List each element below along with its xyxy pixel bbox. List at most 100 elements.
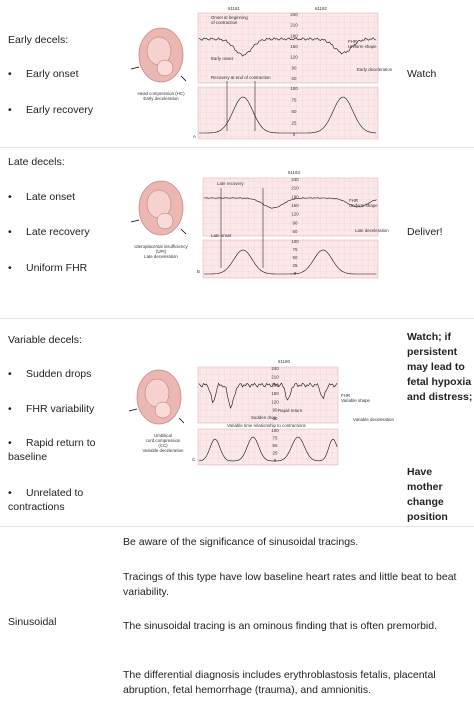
figure-label: Variable time relationship to contractio… bbox=[227, 423, 307, 428]
scale-label: 25 bbox=[292, 121, 297, 126]
figure-label: Late deceleration bbox=[355, 228, 389, 233]
bullet: Early recovery bbox=[8, 103, 113, 117]
figure-label: FHR bbox=[348, 39, 357, 44]
scale-label: 0 bbox=[274, 458, 277, 463]
scale-label: 100 bbox=[271, 428, 279, 433]
bullet: Uniform FHR bbox=[8, 261, 113, 275]
figure-label: Late onset bbox=[211, 233, 232, 238]
action: Watch bbox=[407, 68, 437, 80]
figure-label: A bbox=[193, 134, 196, 139]
figure: Uteroplacental insufficiency(UPI)Late de… bbox=[130, 170, 389, 279]
strip bbox=[197, 86, 379, 140]
scale-label: 25 bbox=[293, 263, 298, 268]
figure-label: 61182 bbox=[315, 6, 327, 11]
scale-label: 60 bbox=[273, 416, 278, 421]
scale-label: 60 bbox=[292, 76, 297, 81]
scale-label: 90 bbox=[273, 408, 278, 413]
figure-label: B bbox=[197, 269, 200, 274]
figure-label: Early deceleration bbox=[143, 96, 179, 101]
scale-label: 150 bbox=[271, 391, 279, 396]
action: Watch; if persistent may lead to fetal h… bbox=[407, 331, 473, 403]
tracing bbox=[204, 249, 377, 275]
fetus-head bbox=[154, 401, 172, 419]
paragraph: The differential diagnosis includes eryt… bbox=[123, 669, 436, 696]
row-label: Early decels: bbox=[8, 34, 69, 46]
figure-label: Variable shape bbox=[341, 398, 371, 403]
action: Deliver! bbox=[407, 226, 443, 238]
figure-label: Head compression (HC) bbox=[137, 91, 185, 96]
figure-label: (CC) bbox=[158, 443, 168, 448]
row-separator bbox=[0, 318, 474, 319]
figure-label: 61183 bbox=[288, 170, 300, 175]
figure-label: 61180 bbox=[278, 359, 290, 364]
scale-label: 100 bbox=[291, 239, 299, 244]
scale-label: 90 bbox=[293, 220, 298, 225]
scale-label: 150 bbox=[291, 203, 299, 208]
scale-label: 210 bbox=[290, 23, 298, 28]
scale-label: 150 bbox=[290, 44, 298, 49]
paragraph: Tracings of this type have low baseline … bbox=[123, 571, 457, 598]
scale-label: 60 bbox=[293, 229, 298, 234]
figure: Head compression (HC)Early deceleration2… bbox=[130, 6, 393, 140]
figure-label: Uteroplacental insufficiency bbox=[134, 244, 188, 249]
figure-label: Late recovery bbox=[217, 181, 244, 186]
scale-label: 75 bbox=[273, 436, 278, 441]
figure-label: Umbilical bbox=[154, 433, 172, 438]
figure-label: (UPI) bbox=[156, 249, 167, 254]
figure-label: Uniform shape bbox=[348, 44, 377, 49]
row-label: Sinusoidal bbox=[8, 616, 57, 628]
row-separator bbox=[0, 147, 474, 148]
row-separator bbox=[0, 526, 474, 527]
figure-label: FHR bbox=[349, 198, 358, 203]
scale-label: 100 bbox=[290, 86, 298, 91]
tracing bbox=[198, 436, 338, 462]
figure-label: Sudden drop bbox=[251, 415, 277, 420]
bullet: Rapid return to baseline bbox=[8, 436, 108, 464]
strip bbox=[202, 239, 379, 279]
bullet: Sudden drops bbox=[8, 367, 113, 381]
tracing bbox=[198, 37, 377, 57]
arrow bbox=[130, 219, 140, 223]
scale-label: 210 bbox=[291, 186, 299, 191]
strip bbox=[202, 177, 379, 237]
scale-label: 180 bbox=[291, 194, 299, 199]
scale-label: 120 bbox=[271, 399, 279, 404]
scale-label: 240 bbox=[271, 366, 279, 371]
figure-label: Variable deceleration bbox=[353, 417, 394, 422]
figure-label: Variable deceleration bbox=[143, 448, 184, 453]
scale-label: 75 bbox=[292, 98, 297, 103]
figure-label: FHR bbox=[341, 393, 350, 398]
scale-label: 210 bbox=[271, 374, 279, 379]
scale-label: 180 bbox=[290, 33, 298, 38]
arrow bbox=[180, 228, 187, 235]
figure-label: Early deceleration bbox=[357, 67, 393, 72]
figure-label: Uniform shape bbox=[349, 203, 378, 208]
scale-label: 120 bbox=[291, 212, 299, 217]
strip bbox=[197, 428, 339, 466]
bullet: Early onset bbox=[8, 67, 113, 81]
fetus-head bbox=[156, 59, 174, 77]
arrow bbox=[178, 417, 185, 424]
figure-label: Late deceleration bbox=[144, 254, 178, 259]
figure-label: 61181 bbox=[228, 6, 240, 11]
paragraph: Be aware of the significance of sinusoid… bbox=[123, 536, 359, 548]
row-label: Variable decels: bbox=[8, 334, 82, 346]
figure-label: Onset at beginning bbox=[211, 15, 248, 20]
figure-label: Early onset bbox=[211, 56, 234, 61]
figure-label: of contraction bbox=[211, 20, 238, 25]
scale-label: 240 bbox=[291, 177, 299, 182]
tracing bbox=[198, 382, 338, 409]
scale-label: 75 bbox=[293, 247, 298, 252]
bullet: Unrelated to contractions bbox=[8, 486, 108, 514]
figure-label: Recovery at end of contraction bbox=[211, 75, 271, 80]
bullet: Late recovery bbox=[8, 225, 113, 239]
action: Have mother change position bbox=[407, 466, 448, 523]
tracing bbox=[199, 96, 377, 134]
row-label: Late decels: bbox=[8, 156, 65, 168]
scale-label: 50 bbox=[293, 255, 298, 260]
scale-label: 25 bbox=[273, 451, 278, 456]
scale-label: 50 bbox=[292, 109, 297, 114]
arrow bbox=[180, 75, 187, 82]
scale-label: 90 bbox=[292, 65, 297, 70]
